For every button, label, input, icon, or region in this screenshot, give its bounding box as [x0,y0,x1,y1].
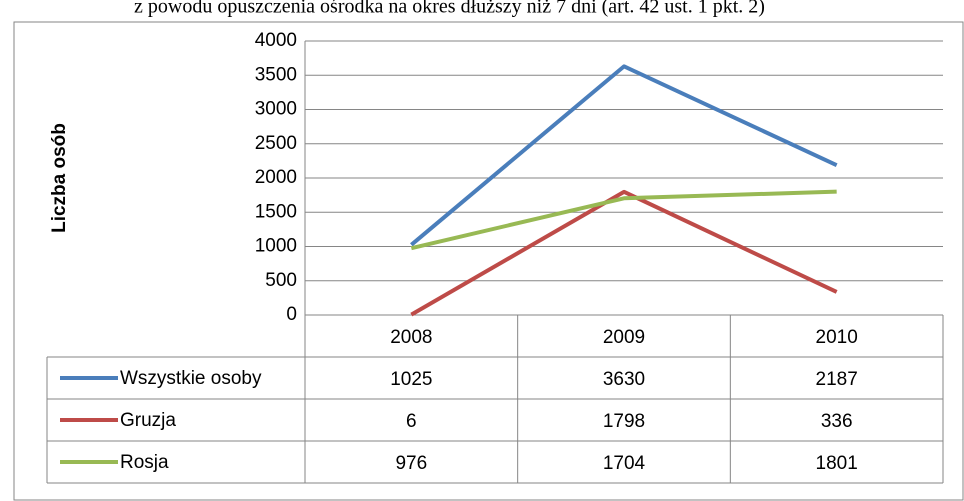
y-tick-label: 2500 [255,133,297,154]
x-tick-label: 2010 [816,327,858,348]
table-value: 1801 [816,453,858,474]
chart-title: z powodu opuszczenia ośrodka na okres dł… [134,0,765,18]
table-value: 1025 [390,369,432,390]
table-value: 1798 [603,411,645,432]
series-line [410,189,838,317]
series-line [410,64,838,247]
legend-label: Gruzja [120,410,176,431]
legend-label: Wszystkie osoby [120,368,262,389]
y-tick-label: 2000 [255,167,297,188]
x-tick-label: 2008 [390,327,432,348]
table-value: 6 [406,411,417,432]
y-tick-label: 500 [265,270,297,291]
y-tick-label: 0 [286,304,297,325]
x-tick-label: 2009 [603,327,645,348]
y-tick-label: 1000 [255,236,297,257]
y-tick-label: 3000 [255,99,297,120]
table-value: 976 [395,453,427,474]
table-value: 3630 [603,369,645,390]
legend-label: Rosja [120,452,169,473]
series-line [410,189,837,251]
y-tick-label: 3500 [255,64,297,85]
y-tick-label: 1500 [255,201,297,222]
table-value: 336 [821,411,853,432]
y-tick-label: 4000 [255,30,297,51]
chart-frame [13,21,964,501]
y-axis-label: Liczba osób [49,123,70,233]
table-value: 2187 [816,369,858,390]
table-value: 1704 [603,453,646,474]
